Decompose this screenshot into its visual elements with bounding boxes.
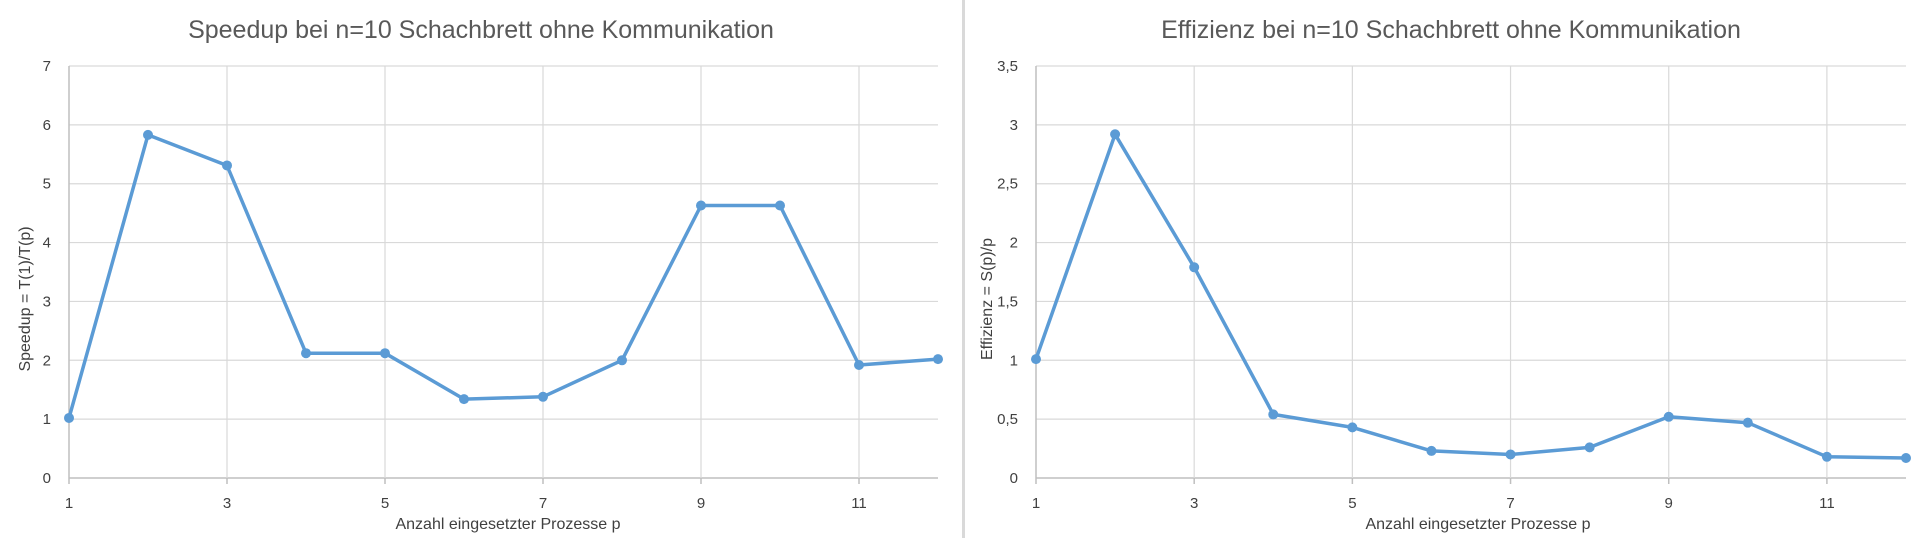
y-axis-label: Speedup = T(1)/T(p) xyxy=(17,226,34,371)
x-tick-label: 7 xyxy=(1506,495,1514,512)
data-point xyxy=(143,129,153,140)
x-tick-label: 9 xyxy=(697,495,705,512)
data-point xyxy=(1347,422,1358,433)
data-point xyxy=(696,200,706,211)
y-tick-label: 1,5 xyxy=(997,293,1018,310)
x-tick-label: 3 xyxy=(1190,495,1198,512)
data-point xyxy=(1821,451,1832,462)
series-line xyxy=(1034,132,1908,460)
data-point xyxy=(1189,262,1200,273)
data-point xyxy=(222,160,232,171)
speedup-chart: Speedup bei n=10 Schachbrett ohne Kommun… xyxy=(17,16,943,533)
y-tick-label: 2,5 xyxy=(997,176,1018,193)
data-point xyxy=(617,355,627,366)
chart-title: Speedup bei n=10 Schachbrett ohne Kommun… xyxy=(188,16,774,44)
x-tick-label: 11 xyxy=(851,495,867,512)
y-tick-label: 5 xyxy=(43,176,51,193)
data-point xyxy=(775,200,785,211)
data-point xyxy=(854,359,864,370)
efficiency-chart-svg: Effizienz bei n=10 Schachbrett ohne Komm… xyxy=(979,16,1911,533)
x-axis-label: Anzahl eingesetzter Prozesse p xyxy=(1365,516,1590,533)
data-point xyxy=(1110,129,1121,140)
data-point xyxy=(538,391,548,402)
data-point xyxy=(301,348,311,359)
y-axis-label: Effizienz = S(p)/p xyxy=(979,238,996,360)
data-point xyxy=(380,348,390,359)
data-point xyxy=(1742,417,1753,428)
x-tick-label: 11 xyxy=(1819,495,1835,512)
data-point xyxy=(1505,449,1516,460)
x-tick-label: 3 xyxy=(223,495,231,512)
x-tick-label: 1 xyxy=(1032,495,1040,512)
y-tick-label: 0 xyxy=(43,470,51,487)
data-point xyxy=(1426,445,1437,456)
y-tick-label: 2 xyxy=(43,352,51,369)
y-tick-label: 6 xyxy=(43,117,51,134)
x-tick-label: 5 xyxy=(1348,495,1356,512)
y-tick-label: 3,5 xyxy=(997,58,1018,75)
data-point xyxy=(1663,411,1674,422)
plot-area: 0 0,5 1 1,5 2 2,5 3 3,5 1 3 5 7 9 11 xyxy=(997,58,1911,512)
y-tick-label: 3 xyxy=(43,293,51,310)
data-point xyxy=(64,412,74,423)
data-point xyxy=(933,354,943,365)
series-line xyxy=(67,133,940,420)
speedup-chart-svg: Speedup bei n=10 Schachbrett ohne Kommun… xyxy=(17,16,943,533)
data-point xyxy=(1901,452,1911,463)
y-tick-label: 1 xyxy=(1010,352,1018,369)
y-tick-label: 1 xyxy=(43,411,51,428)
x-tick-label: 7 xyxy=(539,495,547,512)
data-point xyxy=(1584,442,1595,453)
data-point xyxy=(1268,409,1279,420)
data-point xyxy=(459,394,469,405)
x-tick-label: 9 xyxy=(1665,495,1673,512)
x-axis-label: Anzahl eingesetzter Prozesse p xyxy=(395,516,620,533)
y-tick-label: 0,5 xyxy=(997,411,1018,428)
data-point xyxy=(1031,354,1041,365)
x-tick-label: 1 xyxy=(65,495,73,512)
y-tick-label: 0 xyxy=(1010,470,1018,487)
chart-title: Effizienz bei n=10 Schachbrett ohne Komm… xyxy=(1161,16,1741,44)
y-tick-label: 7 xyxy=(43,58,51,75)
efficiency-chart: Effizienz bei n=10 Schachbrett ohne Komm… xyxy=(965,0,1924,538)
panel-divider xyxy=(962,0,965,538)
y-tick-label: 2 xyxy=(1010,235,1018,252)
x-tick-label: 5 xyxy=(381,495,389,512)
y-tick-label: 3 xyxy=(1010,117,1018,134)
y-tick-label: 4 xyxy=(43,235,51,252)
